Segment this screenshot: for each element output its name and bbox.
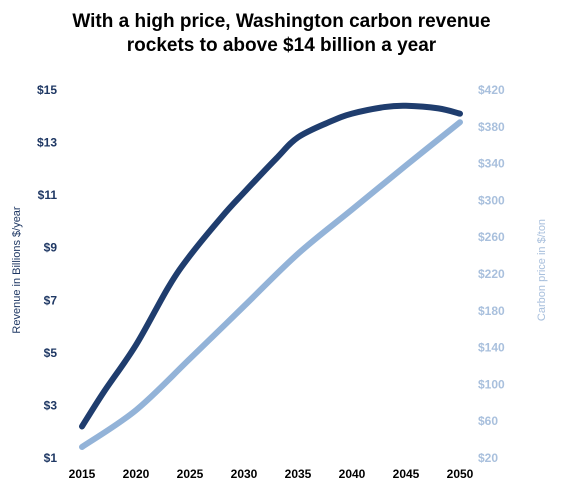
right-tick-label: $60 — [478, 414, 498, 428]
right-tick-label: $180 — [478, 304, 505, 318]
x-tick-label: 2035 — [285, 467, 312, 481]
right-tick-label: $340 — [478, 157, 505, 171]
chart-title-line-2: rockets to above $14 billion a year — [126, 35, 437, 56]
left-tick-label: $9 — [44, 241, 58, 255]
x-tick-label: 2040 — [339, 467, 366, 481]
left-tick-label: $7 — [44, 293, 58, 307]
x-tick-label: 2025 — [177, 467, 204, 481]
left-tick-label: $1 — [44, 451, 58, 465]
right-tick-label: $220 — [478, 267, 505, 281]
left-axis-ticks: $1 $3 $5 $7 $9 $11 $13 $15 — [37, 83, 57, 465]
revenue-series-line — [79, 102, 463, 430]
y-axis-label-left: Revenue in Billions $/year — [11, 206, 23, 334]
x-tick-label: 2050 — [447, 467, 474, 481]
right-tick-label: $420 — [478, 83, 505, 97]
carbon-price-series-line — [79, 119, 463, 450]
x-axis-ticks: 2015 2020 2025 2030 2035 2040 2045 2050 — [69, 467, 474, 481]
right-axis-ticks: $20 $60 $100 $140 $180 $220 $260 $300 $340 $380 $4… — [478, 83, 505, 465]
chart-title-line-1: With a high price, Washington carbon rev… — [72, 11, 491, 32]
right-tick-label: $300 — [478, 193, 505, 207]
y-axis-label-right: Carbon price in $/ton — [536, 219, 548, 321]
right-tick-label: $260 — [478, 230, 505, 244]
x-tick-label: 2020 — [123, 467, 150, 481]
left-tick-label: $11 — [38, 188, 58, 202]
right-tick-label: $20 — [478, 451, 498, 465]
left-tick-label: $15 — [37, 83, 57, 97]
x-tick-label: 2030 — [231, 467, 258, 481]
x-tick-label: 2015 — [69, 467, 96, 481]
series-lines — [79, 102, 463, 450]
left-tick-label: $3 — [44, 398, 58, 412]
right-tick-label: $380 — [478, 120, 505, 134]
right-tick-label: $100 — [478, 377, 505, 391]
left-tick-label: $5 — [44, 346, 58, 360]
left-tick-label: $13 — [37, 136, 57, 150]
right-tick-label: $140 — [478, 341, 505, 355]
chart-title: With a high price, Washington carbon rev… — [0, 10, 563, 58]
x-tick-label: 2045 — [393, 467, 420, 481]
